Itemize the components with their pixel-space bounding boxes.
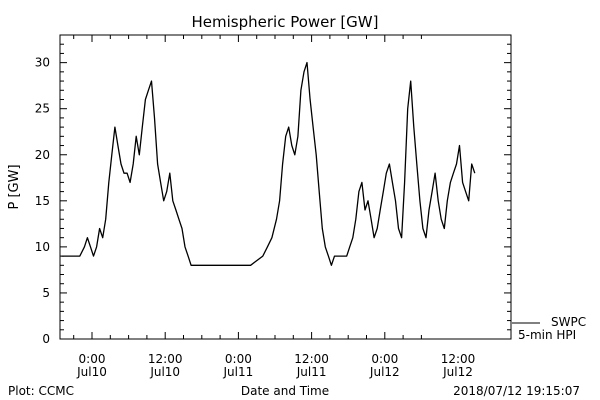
legend: SWPC 5-min HPI xyxy=(512,315,586,342)
x-tick-label-date: Jul10 xyxy=(76,365,107,379)
x-tick-label-time: 12:00 xyxy=(441,352,476,366)
legend-line1: SWPC xyxy=(551,315,586,329)
x-tick-label-date: Jul12 xyxy=(442,365,473,379)
y-tick-label: 10 xyxy=(35,240,50,254)
y-tick-label: 30 xyxy=(35,56,50,70)
y-tick-label: 5 xyxy=(42,286,50,300)
x-tick-label-date: Jul10 xyxy=(149,365,180,379)
x-axis-ticks: 0:00Jul1012:00Jul100:00Jul1112:00Jul110:… xyxy=(73,35,476,379)
y-axis-label: P [GW] xyxy=(7,164,22,209)
x-tick-label-date: Jul11 xyxy=(223,365,254,379)
x-tick-label-date: Jul11 xyxy=(296,365,327,379)
y-tick-label: 25 xyxy=(35,102,50,116)
y-tick-label: 20 xyxy=(35,148,50,162)
x-tick-label-time: 0:00 xyxy=(225,352,252,366)
series-line-hpi xyxy=(61,61,476,266)
x-tick-label-time: 12:00 xyxy=(294,352,329,366)
y-tick-label: 0 xyxy=(42,332,50,346)
x-tick-label-time: 0:00 xyxy=(79,352,106,366)
plot-frame xyxy=(59,34,512,340)
footer-timestamp: 2018/07/12 19:15:07 xyxy=(453,384,580,398)
x-tick-label-time: 0:00 xyxy=(371,352,398,366)
footer-plot-credit: Plot: CCMC xyxy=(8,384,74,398)
x-tick-label-date: Jul12 xyxy=(369,365,400,379)
chart-title: Hemispheric Power [GW] xyxy=(192,13,379,31)
legend-line2: 5-min HPI xyxy=(518,328,576,342)
y-tick-label: 15 xyxy=(35,194,50,208)
x-axis-label: Date and Time xyxy=(241,384,329,398)
y-axis-ticks: 0 5 10 15 20 25 30 xyxy=(35,34,511,346)
x-tick-label-time: 12:00 xyxy=(148,352,183,366)
